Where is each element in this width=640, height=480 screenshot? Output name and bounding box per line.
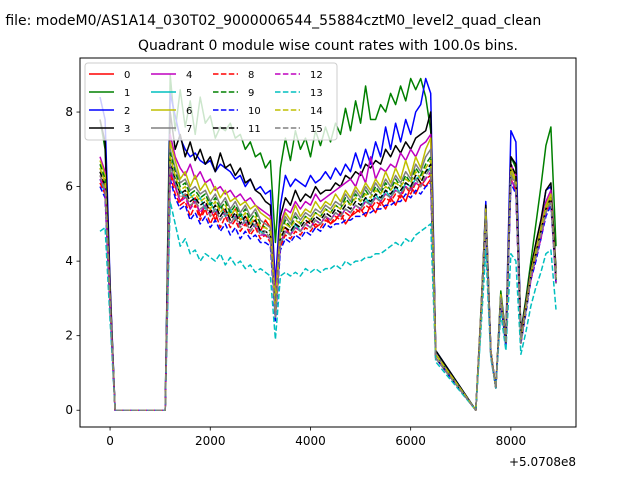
- y-tick-label: 0: [65, 403, 73, 417]
- y-axis: 0 2 4 6 8: [65, 105, 80, 417]
- x-tick-label: 6000: [395, 434, 426, 448]
- legend-label: 1: [124, 88, 130, 99]
- legend-frame: [84, 62, 338, 141]
- legend-label: 2: [124, 106, 130, 117]
- x-tick-label: 8000: [496, 434, 527, 448]
- legend-label: 0: [124, 70, 130, 81]
- x-offset-label: +5.0708e8: [509, 455, 576, 469]
- legend-label: 5: [186, 88, 192, 99]
- legend-label: 10: [248, 106, 261, 117]
- legend-label: 12: [310, 70, 323, 81]
- legend-label: 14: [310, 106, 323, 117]
- legend-label: 4: [186, 70, 192, 81]
- y-tick-label: 2: [65, 329, 73, 343]
- axes-frame: [79, 57, 577, 428]
- plot-area: 0 2000 4000 6000 8000 0 2 4 6 8: [65, 57, 577, 448]
- y-tick-label: 4: [65, 254, 73, 268]
- legend-label: 8: [248, 70, 254, 81]
- x-tick-label: 0: [106, 434, 114, 448]
- figure-suptitle: n file: modeM0/AS1A14_030T02_9000006544_…: [0, 13, 541, 29]
- legend-label: 7: [186, 124, 192, 135]
- x-axis: 0 2000 4000 6000 8000: [106, 427, 526, 448]
- x-tick-label: 2000: [195, 434, 226, 448]
- legend-label: 15: [310, 124, 323, 135]
- chart-title: Quadrant 0 module wise count rates with …: [138, 38, 518, 54]
- legend-label: 3: [124, 124, 130, 135]
- legend-label: 11: [248, 124, 261, 135]
- y-tick-label: 6: [65, 180, 73, 194]
- legend-label: 13: [310, 88, 323, 99]
- legend-label: 6: [186, 106, 192, 117]
- x-tick-label: 4000: [295, 434, 326, 448]
- y-tick-label: 8: [65, 105, 73, 119]
- series-line-15: [99, 163, 557, 411]
- legend-label: 9: [248, 88, 254, 99]
